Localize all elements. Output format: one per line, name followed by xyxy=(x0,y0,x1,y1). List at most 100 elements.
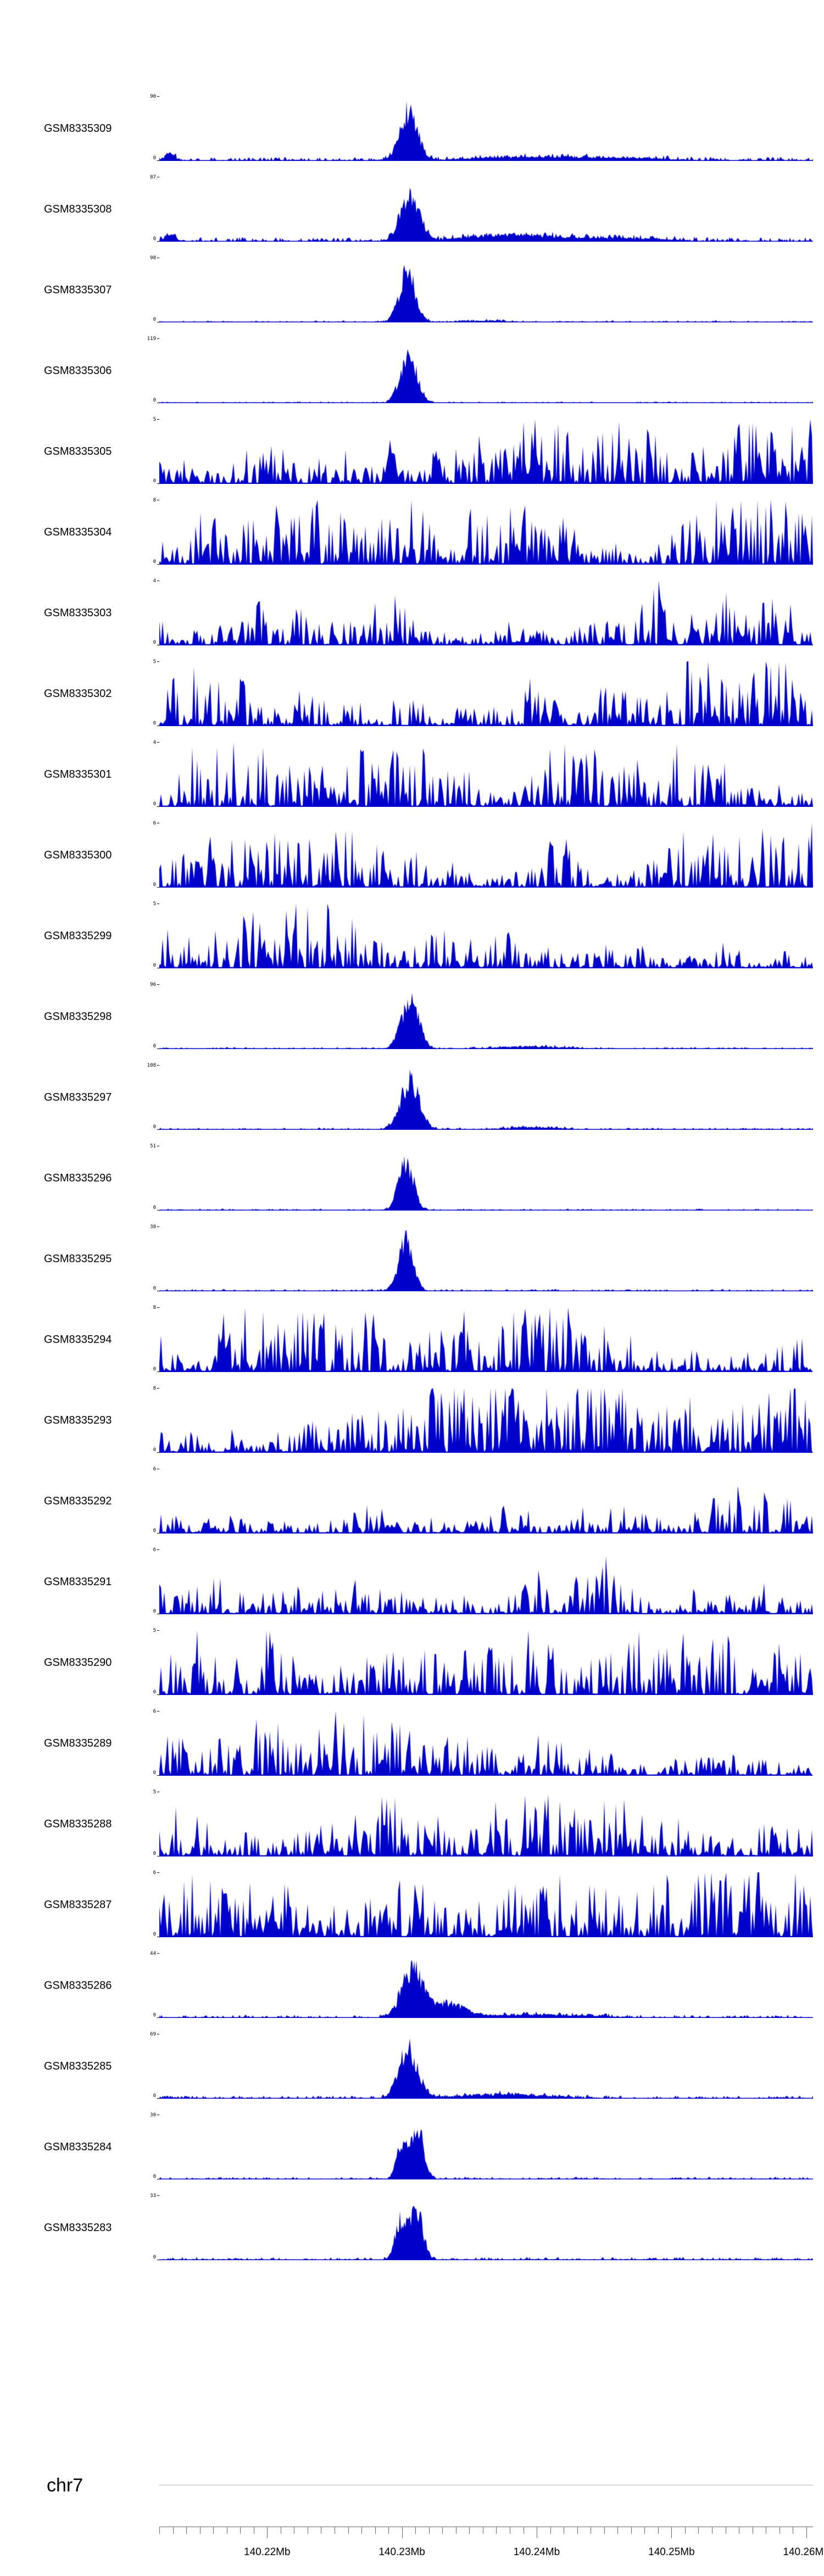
yaxis-tick-bottom xyxy=(157,887,159,888)
yaxis-tick-bottom xyxy=(157,806,159,807)
coverage-plot-canvas xyxy=(159,2195,813,2260)
coverage-plot-canvas xyxy=(159,1469,813,1534)
axis-tick-label: 140.22Mb xyxy=(244,2546,291,2558)
track-row: GSM8335296 51 0 xyxy=(0,1144,824,1226)
track-sample-label: GSM8335297 xyxy=(44,1091,112,1103)
track-ymax-label: 38 xyxy=(150,1224,156,1230)
track-row: GSM8335295 38 0 xyxy=(0,1224,824,1307)
track-ymax-label: 5 xyxy=(153,659,156,665)
axis-minor-tick xyxy=(240,2527,241,2534)
track-ymax-label: 6 xyxy=(153,1467,156,1472)
track-row: GSM8335284 30 0 xyxy=(0,2113,824,2195)
yaxis-tick-bottom xyxy=(157,2017,159,2018)
track-ymax-label: 90 xyxy=(150,94,156,99)
track-sample-label: GSM8335293 xyxy=(44,1414,112,1426)
yaxis-tick-bottom xyxy=(157,241,159,242)
axis-tick-label: 140.25Mb xyxy=(648,2546,695,2558)
track-yzero-label: 0 xyxy=(153,1124,156,1130)
track-ymax-label: 6 xyxy=(153,821,156,826)
track-row: GSM8335306 119 0 xyxy=(0,337,824,419)
coverage-plot-canvas xyxy=(159,1711,813,1776)
track-yzero-label: 0 xyxy=(153,1044,156,1049)
yaxis-tick-bottom xyxy=(157,1452,159,1453)
track-yzero-label: 0 xyxy=(153,2012,156,2018)
coverage-plot-canvas xyxy=(159,1872,813,1937)
track-yzero-label: 0 xyxy=(153,478,156,484)
track-ymax-label: 5 xyxy=(153,901,156,907)
axis-minor-tick xyxy=(469,2527,470,2534)
yaxis-tick-bottom xyxy=(157,564,159,565)
track-sample-label: GSM8335301 xyxy=(44,768,112,780)
track-sample-label: GSM8335295 xyxy=(44,1253,112,1265)
coverage-plot-canvas xyxy=(159,984,813,1049)
axis-tick-label: 140.23Mb xyxy=(378,2546,425,2558)
axis-major-tick xyxy=(806,2527,807,2538)
axis-minor-tick xyxy=(631,2527,632,2534)
yaxis-tick-top xyxy=(157,1872,159,1873)
coverage-plot-canvas xyxy=(159,904,813,968)
track-ymax-label: 108 xyxy=(147,1063,156,1068)
track-sample-label: GSM8335292 xyxy=(44,1495,112,1507)
chromosome-label: chr7 xyxy=(47,2475,83,2496)
coverage-plot-canvas xyxy=(159,500,813,565)
coverage-plot-canvas xyxy=(159,1549,813,1614)
yaxis-tick-top xyxy=(157,419,159,420)
track-ymax-label: 51 xyxy=(150,1144,156,1149)
track-sample-label: GSM8335290 xyxy=(44,1657,112,1669)
track-row: GSM8335286 44 0 xyxy=(0,1951,824,2034)
axis-major-tick xyxy=(671,2527,672,2538)
track-ymax-label: 98 xyxy=(150,255,156,261)
yaxis-tick-top xyxy=(157,1630,159,1631)
track-sample-label: GSM8335288 xyxy=(44,1818,112,1830)
track-yzero-label: 0 xyxy=(153,640,156,645)
track-ymax-label: 5 xyxy=(153,417,156,422)
yaxis-tick-top xyxy=(157,984,159,985)
coverage-plot-canvas xyxy=(159,96,813,161)
track-ymax-label: 6 xyxy=(153,1709,156,1714)
yaxis-tick-top xyxy=(157,1388,159,1389)
track-sample-label: GSM8335296 xyxy=(44,1172,112,1184)
yaxis-tick-top xyxy=(157,1226,159,1227)
coverage-plot-canvas xyxy=(159,1146,813,1211)
track-row: GSM8335304 8 0 xyxy=(0,498,824,581)
axis-minor-tick xyxy=(415,2527,416,2534)
track-yzero-label: 0 xyxy=(153,1690,156,1695)
coverage-plot-canvas xyxy=(159,258,813,322)
coverage-plot-canvas xyxy=(159,1953,813,2018)
track-ymax-label: 44 xyxy=(150,1951,156,1956)
track-row: GSM8335294 8 0 xyxy=(0,1306,824,1388)
yaxis-tick-top xyxy=(157,742,159,743)
yaxis-tick-bottom xyxy=(157,1533,159,1534)
yaxis-tick-bottom xyxy=(157,2098,159,2099)
coverage-plot-canvas xyxy=(159,1307,813,1372)
coverage-plot-canvas xyxy=(159,177,813,242)
yaxis-tick-bottom xyxy=(157,1210,159,1211)
track-yzero-label: 0 xyxy=(153,1932,156,1937)
axis-minor-tick xyxy=(375,2527,376,2534)
axis-minor-tick xyxy=(199,2527,201,2534)
track-ymax-label: 87 xyxy=(150,175,156,180)
yaxis-tick-bottom xyxy=(157,483,159,484)
track-yzero-label: 0 xyxy=(153,2174,156,2179)
track-row: GSM8335303 4 0 xyxy=(0,579,824,661)
yaxis-tick-top xyxy=(157,661,159,662)
coverage-plot-canvas xyxy=(159,742,813,807)
track-yzero-label: 0 xyxy=(153,1528,156,1534)
track-yzero-label: 0 xyxy=(153,2255,156,2260)
track-sample-label: GSM8335304 xyxy=(44,526,112,538)
track-yzero-label: 0 xyxy=(153,1205,156,1211)
track-sample-label: GSM8335283 xyxy=(44,2222,112,2234)
track-yzero-label: 0 xyxy=(153,317,156,322)
yaxis-tick-top xyxy=(157,1307,159,1308)
track-row: GSM8335309 90 0 xyxy=(0,94,824,177)
axis-minor-tick xyxy=(361,2527,362,2534)
track-row: GSM8335292 6 0 xyxy=(0,1467,824,1549)
track-sample-label: GSM8335309 xyxy=(44,122,112,135)
track-row: GSM8335285 69 0 xyxy=(0,2032,824,2115)
track-row: GSM8335291 6 0 xyxy=(0,1548,824,1630)
track-sample-label: GSM8335285 xyxy=(44,2060,112,2072)
track-sample-label: GSM8335303 xyxy=(44,607,112,619)
coverage-plot-canvas xyxy=(159,338,813,403)
track-yzero-label: 0 xyxy=(153,1851,156,1856)
